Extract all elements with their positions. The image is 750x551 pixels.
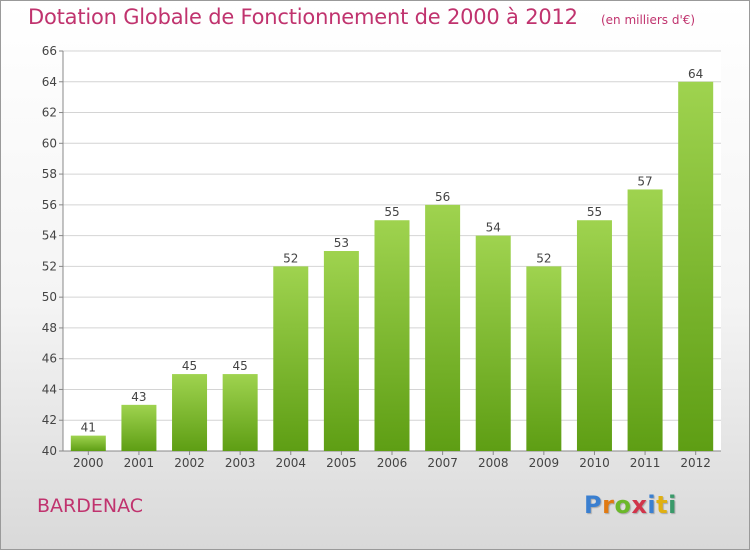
x-tick-label: 2000 <box>73 456 104 470</box>
bar <box>323 251 359 451</box>
logo-letter: r <box>602 491 615 519</box>
x-tick-label: 2006 <box>377 456 408 470</box>
bar <box>374 220 410 451</box>
y-tick-label: 50 <box>42 290 57 304</box>
y-tick-label: 52 <box>42 259 57 273</box>
chart-title: Dotation Globale de Fonctionnement de 20… <box>28 5 578 29</box>
logo-letter: P <box>584 491 603 519</box>
title-row: Dotation Globale de Fonctionnement de 20… <box>28 5 695 29</box>
logo-letter: i <box>647 491 657 519</box>
x-tick-label: 2010 <box>579 456 610 470</box>
y-tick-label: 54 <box>42 229 57 243</box>
x-tick-label: 2008 <box>478 456 509 470</box>
y-tick-label: 66 <box>42 44 57 58</box>
bar-value-label: 41 <box>81 421 96 435</box>
bar <box>121 404 157 451</box>
bar-value-label: 57 <box>637 174 652 188</box>
commune-name: BARDENAC <box>37 495 144 517</box>
bar <box>526 266 562 451</box>
bar-value-label: 43 <box>131 390 146 404</box>
bar <box>70 435 106 451</box>
y-tick-label: 58 <box>42 167 57 181</box>
bar-value-label: 53 <box>334 236 349 250</box>
y-tick-label: 60 <box>42 136 57 150</box>
chart-unit: (en milliers d'€) <box>600 13 696 27</box>
x-tick-label: 2004 <box>275 456 306 470</box>
bar <box>222 374 258 451</box>
logo-letter: x <box>631 491 648 519</box>
bar <box>678 81 714 452</box>
y-tick-label: 48 <box>42 321 57 335</box>
x-tick-label: 2005 <box>326 456 357 470</box>
x-tick-label: 2001 <box>124 456 155 470</box>
proxiti-logo[interactable]: Proxiti <box>584 491 677 519</box>
bar-value-label: 55 <box>587 205 602 219</box>
bar-value-label: 64 <box>688 67 703 81</box>
bar-value-label: 52 <box>283 251 298 265</box>
x-tick-label: 2002 <box>174 456 205 470</box>
logo-letter: t <box>656 491 669 519</box>
logo-letter: o <box>614 491 632 519</box>
y-tick-label: 64 <box>42 75 57 89</box>
bar <box>425 204 461 451</box>
bar <box>475 235 511 451</box>
y-tick-label: 40 <box>42 444 57 458</box>
y-tick-label: 44 <box>42 382 57 396</box>
bar <box>172 374 208 451</box>
y-tick-label: 46 <box>42 352 57 366</box>
x-tick-label: 2011 <box>630 456 661 470</box>
x-tick-label: 2009 <box>529 456 560 470</box>
bar-value-label: 45 <box>182 359 197 373</box>
x-tick-label: 2003 <box>225 456 256 470</box>
y-tick-label: 62 <box>42 106 57 120</box>
bar-value-label: 54 <box>486 221 501 235</box>
y-tick-label: 42 <box>42 413 57 427</box>
bar-value-label: 56 <box>435 190 450 204</box>
logo-letter: i <box>668 491 677 519</box>
bar <box>576 220 612 451</box>
bar <box>273 266 309 451</box>
x-tick-label: 2012 <box>680 456 711 470</box>
bar-value-label: 52 <box>536 251 551 265</box>
x-tick-label: 2007 <box>427 456 458 470</box>
bar-value-label: 55 <box>384 205 399 219</box>
y-tick-label: 56 <box>42 198 57 212</box>
bar-value-label: 45 <box>233 359 248 373</box>
bar <box>627 189 663 451</box>
